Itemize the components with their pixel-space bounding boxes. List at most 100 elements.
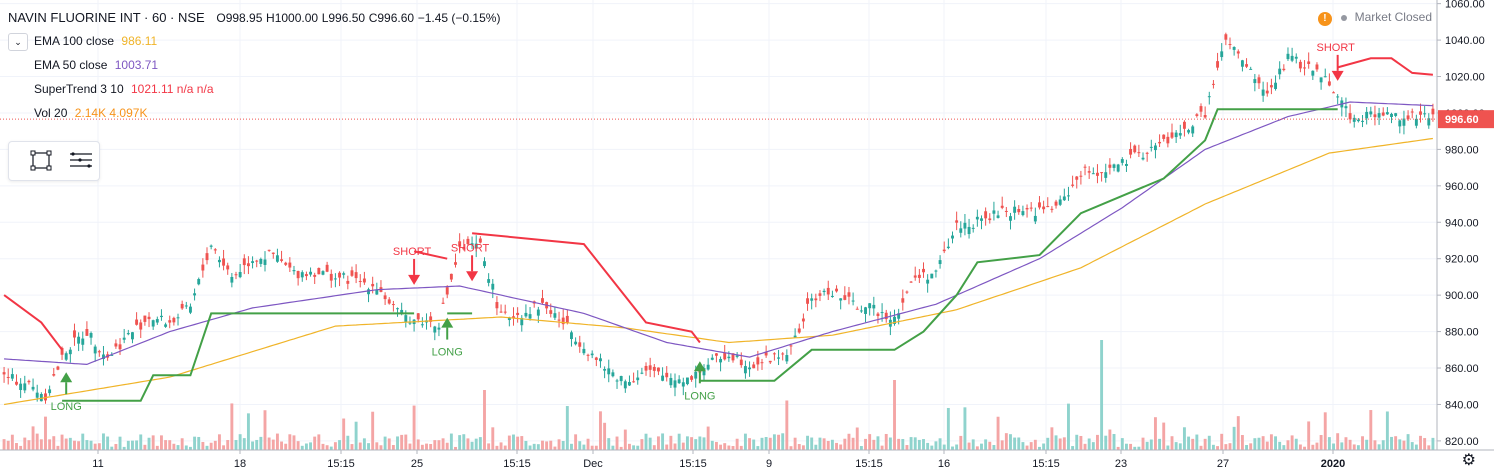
volume-bar <box>263 410 267 450</box>
volume-bar <box>532 443 536 450</box>
volume-bar <box>565 406 569 450</box>
indicator-name: SuperTrend 3 10 <box>34 82 124 96</box>
volume-bar <box>1203 438 1207 450</box>
candle <box>917 274 921 278</box>
volume-bar <box>271 439 275 450</box>
candle <box>209 245 213 247</box>
candle <box>685 377 689 385</box>
volume-bar <box>288 434 292 450</box>
volume-bar <box>1303 446 1306 450</box>
candle <box>151 320 155 327</box>
volume-bar <box>723 443 727 450</box>
candle <box>1257 77 1261 84</box>
candle <box>507 317 511 321</box>
candle <box>321 271 325 275</box>
volume-bar <box>1344 437 1348 450</box>
candle <box>1191 126 1195 134</box>
candle <box>731 353 735 361</box>
candle <box>735 355 739 357</box>
candle <box>309 271 313 275</box>
candle <box>524 312 528 317</box>
volume-bar <box>1116 446 1120 450</box>
candle <box>292 270 296 272</box>
candle <box>333 278 337 280</box>
volume-bar <box>859 446 863 450</box>
indicator-volume[interactable]: Vol 20 2.14K 4.097K <box>34 106 147 120</box>
volume-bar <box>1000 440 1004 450</box>
volume-bar <box>1431 437 1435 450</box>
candle <box>60 347 64 355</box>
volume-bar <box>665 444 669 450</box>
candle <box>549 310 553 314</box>
volume-bar <box>698 436 702 450</box>
candle <box>420 324 424 326</box>
volume-bar <box>391 445 395 450</box>
indicator-ema100[interactable]: EMA 100 close 986.11 <box>34 34 157 48</box>
candle <box>1336 96 1340 98</box>
gear-icon[interactable]: ⚙ <box>1461 452 1476 469</box>
indicator-supertrend[interactable]: SuperTrend 3 10 1021.11 n/a n/a <box>34 82 214 96</box>
candle <box>814 298 818 301</box>
candle <box>168 320 172 323</box>
volume-bar <box>893 380 896 450</box>
candle <box>466 238 470 245</box>
candle <box>967 226 971 235</box>
candle <box>893 316 896 324</box>
volume-bar <box>19 445 23 450</box>
candle <box>371 283 375 287</box>
volume-bar <box>946 407 950 450</box>
candle <box>139 322 143 330</box>
volume-bar <box>304 443 308 450</box>
volume-bar <box>213 440 217 450</box>
volume-bar <box>383 436 387 450</box>
candle <box>855 308 859 310</box>
time-tick-label: 15:15 <box>1032 458 1060 470</box>
volume-bar <box>73 440 76 450</box>
candle <box>478 238 482 243</box>
drawing-toolbar <box>8 141 100 181</box>
lines-tool-button[interactable] <box>67 148 95 174</box>
long-arrow <box>693 361 706 372</box>
indicator-value: 1003.71 <box>114 58 159 72</box>
volume-bar <box>110 446 114 450</box>
symbol-title[interactable]: NAVIN FLUORINE INT · 60 · NSE <box>8 10 205 25</box>
candle <box>710 357 714 360</box>
candle <box>677 379 681 384</box>
indicator-ema50[interactable]: EMA 50 close 1003.71 <box>34 58 158 72</box>
volume-bar <box>1274 436 1277 450</box>
rectangle-tool-button[interactable] <box>27 148 55 174</box>
candle <box>193 293 197 296</box>
candle <box>785 355 789 362</box>
candle <box>512 316 515 319</box>
candle <box>234 274 238 276</box>
volume-bar <box>362 438 366 450</box>
volume-bar <box>259 436 263 450</box>
volume-bar <box>238 434 242 450</box>
market-status[interactable]: ! Market Closed <box>1317 10 1432 26</box>
volume-bar <box>536 444 540 450</box>
volume-bar <box>1224 444 1228 450</box>
volume-bar <box>1414 444 1418 450</box>
volume-bar <box>814 444 818 450</box>
volume-bar <box>652 445 656 450</box>
volume-bar <box>1158 438 1162 450</box>
candle <box>226 265 230 270</box>
candle <box>391 304 395 306</box>
candle <box>681 382 685 387</box>
candle <box>1079 175 1083 177</box>
price-tick-label: 860.00 <box>1445 363 1479 375</box>
candle <box>1224 34 1228 40</box>
candle <box>350 270 354 276</box>
candle <box>1133 145 1137 153</box>
collapse-legend-button[interactable]: ⌄ <box>8 33 28 51</box>
candle <box>81 338 85 345</box>
candle <box>955 220 959 223</box>
candle <box>263 259 267 265</box>
candle <box>1199 106 1203 112</box>
volume-bar <box>275 433 279 450</box>
candle <box>768 360 772 363</box>
volume-bar <box>1253 438 1257 450</box>
volume-bar <box>371 411 375 450</box>
volume-bar <box>594 445 598 450</box>
